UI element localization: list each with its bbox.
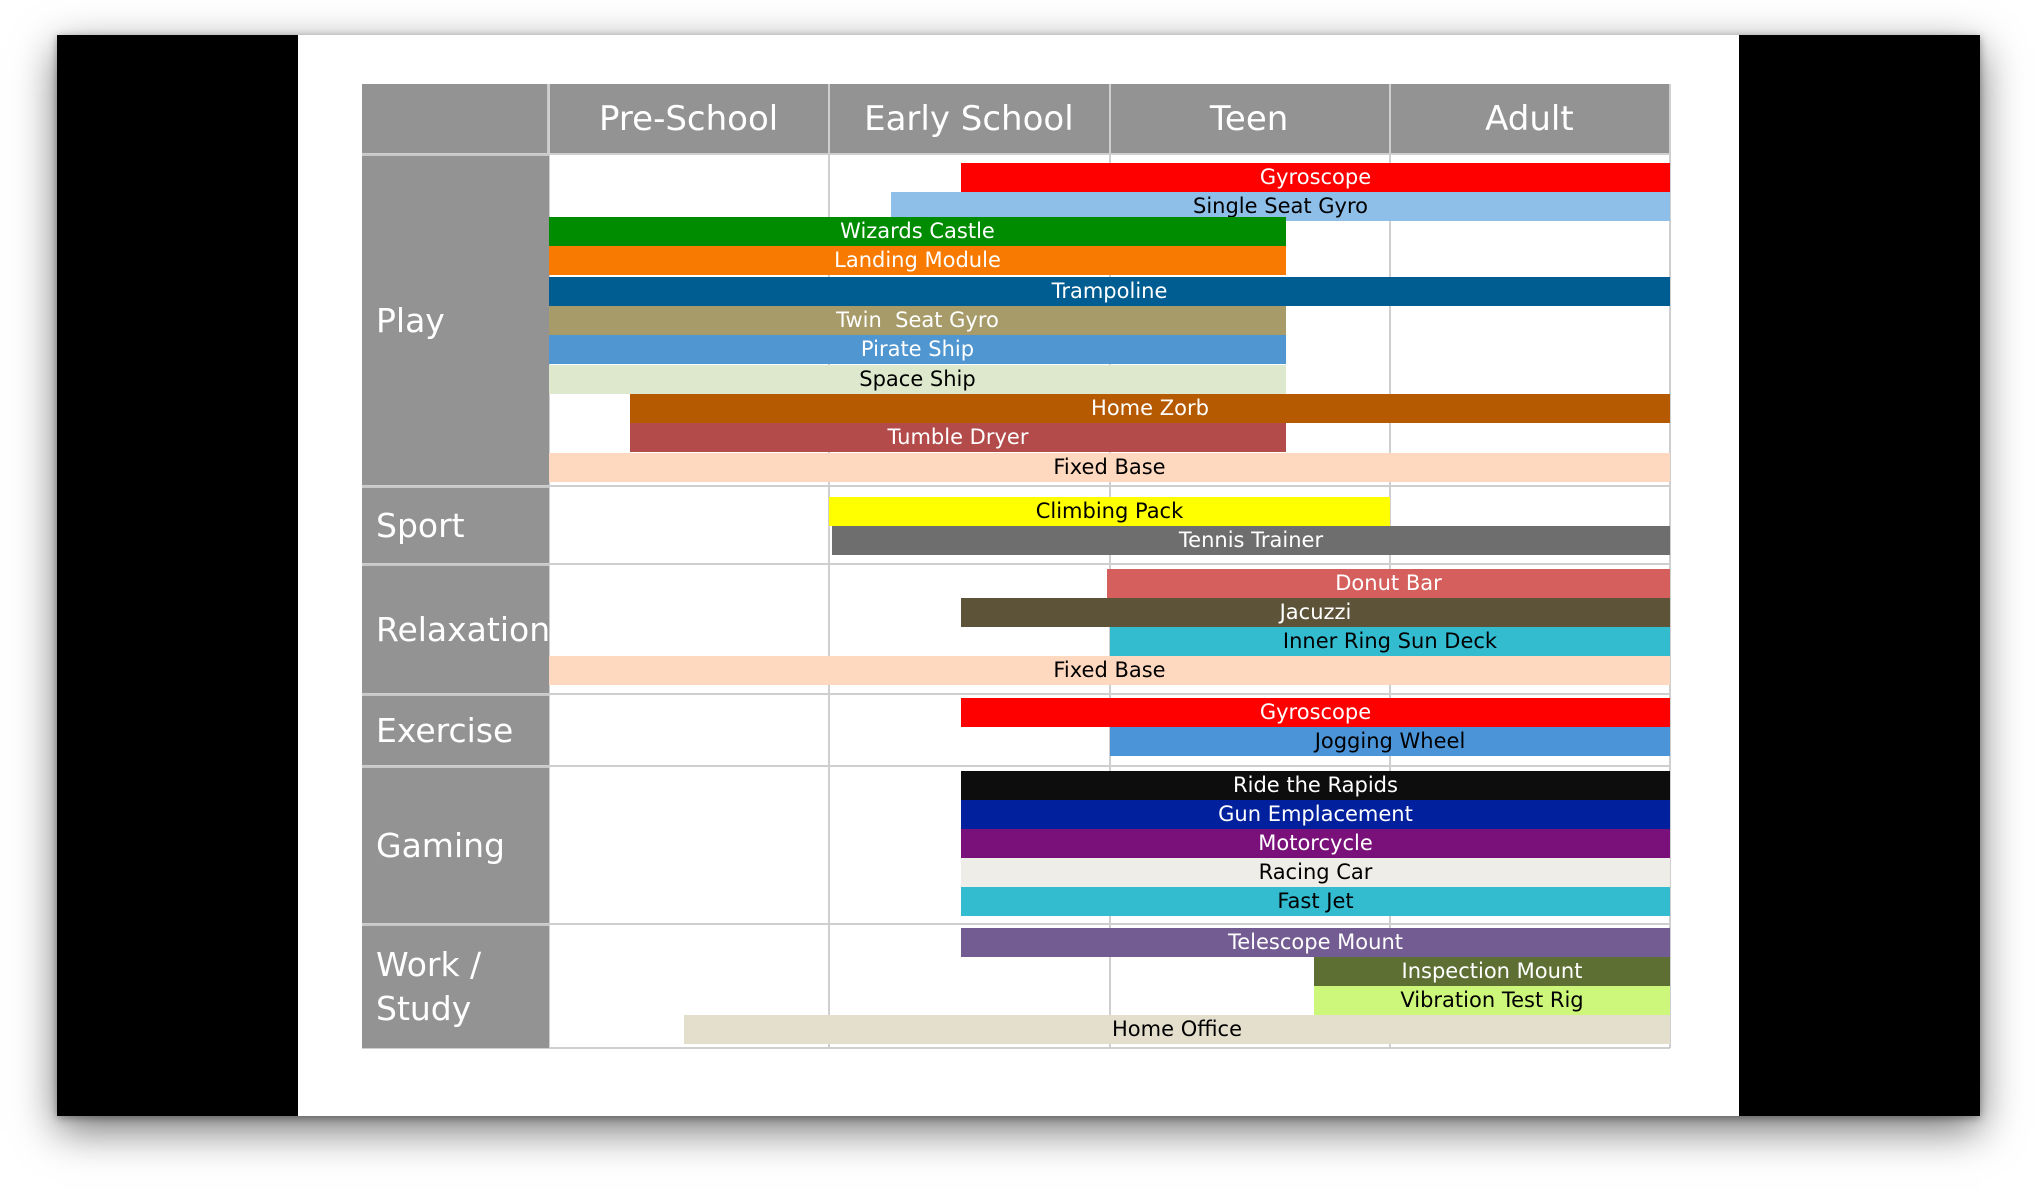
column-header-pre-school: Pre-School — [549, 84, 831, 154]
gantt-bar: Trampoline — [549, 277, 1670, 306]
gantt-bar: Fixed Base — [549, 453, 1670, 482]
group-label: Play — [362, 154, 549, 486]
gantt-bar: Climbing Pack — [829, 497, 1390, 526]
gantt-bar: Donut Bar — [1107, 569, 1670, 598]
column-header-early-school: Early School — [829, 84, 1111, 154]
gantt-bar: Racing Car — [961, 858, 1670, 887]
gantt-bar: Jacuzzi — [961, 598, 1670, 627]
grid-vline — [1669, 84, 1671, 1048]
gantt-bar: Ride the Rapids — [961, 771, 1670, 800]
column-header-adult: Adult — [1389, 84, 1671, 154]
gantt-bar: Single Seat Gyro — [891, 192, 1670, 221]
header-corner — [362, 84, 549, 154]
gantt-bar: Tumble Dryer — [630, 423, 1286, 452]
gantt-bar: Inspection Mount — [1314, 957, 1670, 986]
group-label: Work / Study — [362, 924, 549, 1048]
gantt-bar: Inner Ring Sun Deck — [1110, 627, 1670, 656]
gantt-bar: Tennis Trainer — [832, 526, 1670, 555]
gantt-bar: Twin Seat Gyro — [549, 306, 1286, 335]
gantt-bar: Telescope Mount — [961, 928, 1670, 957]
group-label: Relaxation — [362, 564, 550, 694]
grid-bottom-line — [362, 1047, 1670, 1049]
group-separator — [362, 923, 1670, 925]
gantt-bar: Pirate Ship — [549, 335, 1286, 364]
group-separator — [362, 153, 1670, 155]
gantt-bar: Motorcycle — [961, 829, 1670, 858]
grid-vline — [1388, 84, 1391, 1048]
grid-vline — [548, 84, 550, 1048]
gantt-bar: Landing Module — [549, 246, 1286, 275]
gantt-bar: Fixed Base — [549, 656, 1670, 685]
gantt-bar: Home Office — [684, 1015, 1670, 1044]
group-label: Gaming — [362, 766, 549, 924]
gantt-bar: Vibration Test Rig — [1314, 986, 1670, 1015]
grid-vline — [1108, 84, 1111, 1048]
grid-vline — [828, 84, 831, 1048]
gantt-bar: Gun Emplacement — [961, 800, 1670, 829]
gantt-bar: Space Ship — [549, 365, 1286, 394]
gantt-bar: Wizards Castle — [549, 217, 1286, 246]
gantt-bar: Fast Jet — [961, 887, 1670, 916]
gantt-bar: Gyroscope — [961, 698, 1670, 727]
gantt-bar: Gyroscope — [961, 163, 1670, 192]
gantt-bar: Home Zorb — [630, 394, 1670, 423]
group-label: Exercise — [362, 694, 549, 766]
group-separator — [362, 563, 1670, 565]
column-header-teen: Teen — [1109, 84, 1391, 154]
group-separator — [362, 485, 1670, 487]
group-separator — [362, 693, 1670, 695]
group-label: Sport — [362, 486, 549, 564]
group-separator — [362, 765, 1670, 767]
gantt-bar: Jogging Wheel — [1110, 727, 1670, 756]
